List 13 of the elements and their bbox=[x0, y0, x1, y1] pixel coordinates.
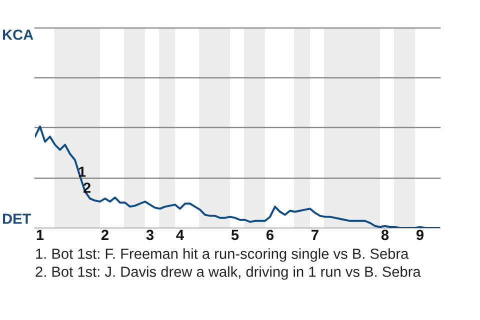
x-tick-label: 4 bbox=[176, 230, 184, 240]
x-tick-label: 6 bbox=[266, 230, 274, 240]
x-tick-label: 7 bbox=[312, 230, 318, 240]
x-tick-label: 9 bbox=[416, 230, 424, 240]
text: DET bbox=[2, 214, 32, 224]
text: 1. Bot 1st: F. Freeman hit a run-scoring single vs B. Sebra bbox=[36, 248, 409, 262]
x-tick-label: 8 bbox=[381, 230, 389, 240]
text: 2. Bot 1st: J. Davis drew a walk, driving in 1 run vs B. Sebra bbox=[36, 266, 421, 280]
x-tick-label: 5 bbox=[231, 230, 239, 240]
text: KCA bbox=[2, 30, 34, 40]
x-tick-label: 1 bbox=[36, 230, 44, 240]
x-tick-label: 3 bbox=[146, 230, 154, 240]
x-tick-label: 2 bbox=[101, 230, 108, 240]
